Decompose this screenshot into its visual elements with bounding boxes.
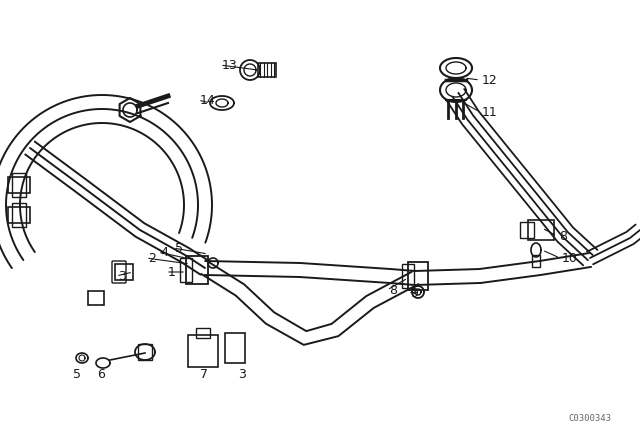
Bar xyxy=(528,220,554,240)
Text: 13: 13 xyxy=(222,59,237,72)
Text: 3: 3 xyxy=(118,270,126,283)
Text: 9: 9 xyxy=(410,287,418,300)
Bar xyxy=(408,262,428,290)
Bar xyxy=(225,333,245,363)
Text: 7: 7 xyxy=(200,367,208,380)
Bar xyxy=(402,264,414,288)
Text: 10: 10 xyxy=(562,251,578,264)
Bar xyxy=(138,344,152,360)
Text: 2: 2 xyxy=(148,251,156,264)
Bar xyxy=(258,63,276,77)
Text: 3: 3 xyxy=(238,367,246,380)
Text: 8: 8 xyxy=(389,284,397,297)
Bar xyxy=(196,328,210,338)
Text: 6: 6 xyxy=(97,367,105,380)
Text: 5: 5 xyxy=(175,241,183,254)
Bar xyxy=(180,258,192,282)
Bar xyxy=(186,256,208,284)
Bar xyxy=(12,173,26,197)
Text: 12: 12 xyxy=(482,73,498,86)
Bar xyxy=(115,264,133,280)
Text: 14: 14 xyxy=(200,94,216,107)
Bar xyxy=(8,207,30,223)
Bar xyxy=(8,177,30,193)
Text: C0300343: C0300343 xyxy=(568,414,611,422)
Text: 5: 5 xyxy=(73,367,81,380)
Bar xyxy=(532,255,540,267)
Text: 8: 8 xyxy=(559,229,567,242)
Bar xyxy=(88,291,104,305)
Bar xyxy=(188,335,218,367)
Text: 1: 1 xyxy=(168,266,176,279)
Text: 11: 11 xyxy=(482,105,498,119)
Text: 4: 4 xyxy=(160,246,168,258)
Bar xyxy=(520,222,534,238)
Bar xyxy=(12,203,26,227)
